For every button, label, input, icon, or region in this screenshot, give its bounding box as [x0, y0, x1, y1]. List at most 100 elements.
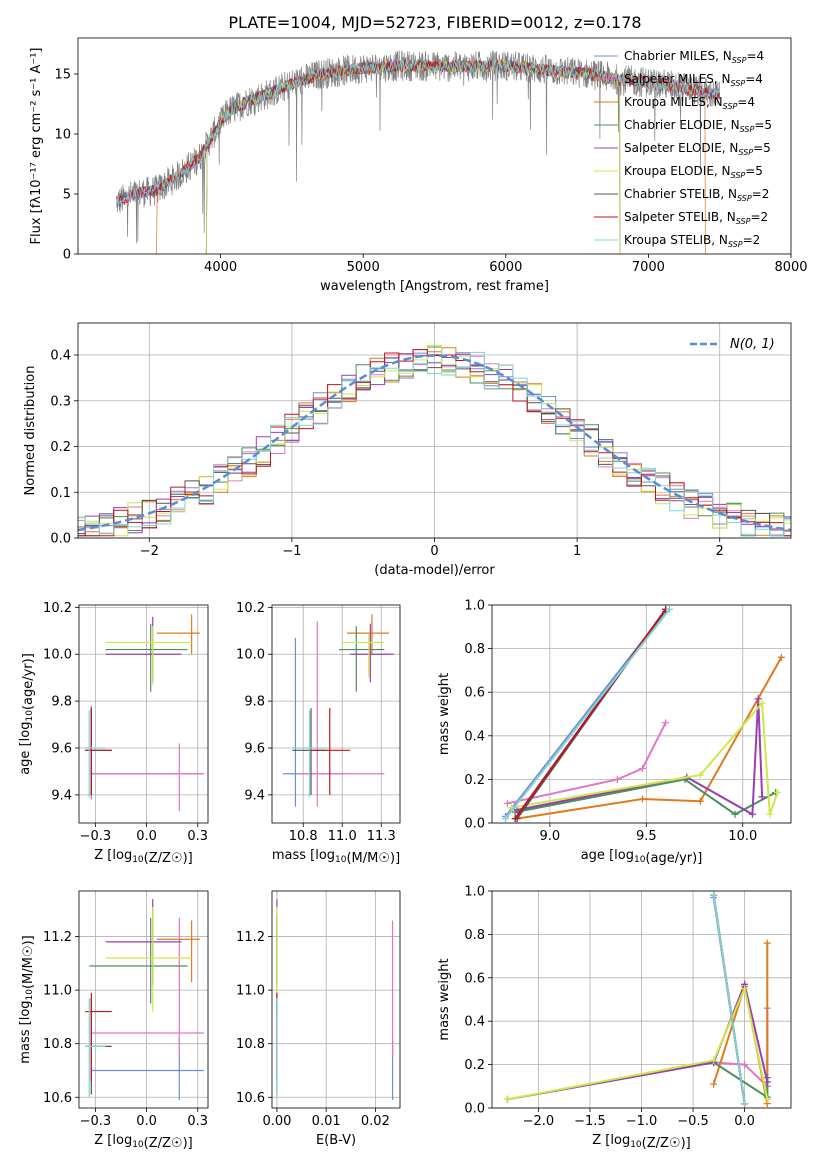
y-tick-label: 0.6 — [464, 686, 485, 701]
axes-frame — [78, 890, 209, 1109]
x-axis-label: Z [log10(Z/Z☉)] — [592, 1133, 690, 1151]
y-tick-label: 0.8 — [464, 642, 485, 657]
weight-point-marker — [511, 815, 519, 823]
y-tick-label: 0.2 — [464, 1058, 485, 1073]
model-spectrum-line — [156, 59, 706, 254]
y-tick-label: 0.4 — [464, 729, 485, 744]
x-axis-label: Z [log10(Z/Z☉)] — [94, 1133, 192, 1151]
y-tick-label: 0.6 — [464, 971, 485, 986]
weight-point-marker — [638, 795, 646, 803]
x-tick-label: 4000 — [204, 260, 237, 275]
x-tick-label: 1 — [573, 544, 581, 559]
y-tick-label: 0.4 — [50, 349, 71, 364]
legend-entry: Kroupa ELODIE, NSSP=5 — [624, 164, 763, 180]
y-tick-label: 10.2 — [43, 601, 72, 616]
weight-series-line — [514, 778, 777, 816]
axes-frame — [77, 322, 792, 539]
y-tick-label: 9.6 — [244, 741, 265, 756]
y-tick-label: 11.2 — [43, 930, 72, 945]
plot-area — [78, 344, 791, 537]
y-axis-label: mass weight — [437, 673, 452, 755]
y-tick-label: 0.1 — [50, 486, 71, 501]
x-tick-label: 9.0 — [540, 829, 561, 844]
y-tick-label: 10.0 — [236, 648, 265, 663]
y-tick-label: 10 — [54, 128, 71, 143]
axes-frame — [77, 37, 792, 255]
x-tick-label: 8000 — [774, 260, 807, 275]
weight-point-marker — [741, 985, 749, 993]
x-tick-label: 0.02 — [361, 1114, 390, 1129]
weight-point-marker — [766, 810, 774, 818]
x-tick-label: −0.3 — [80, 829, 112, 844]
model-spectrum-line — [116, 59, 721, 207]
x-axis-label: (data-model)/error — [374, 563, 495, 578]
plot-area — [503, 891, 771, 1108]
x-tick-label: −0.3 — [80, 1114, 112, 1129]
plot-area — [85, 614, 204, 812]
axes-frame — [78, 604, 209, 824]
x-axis-label: Z [log10(Z/Z☉)] — [94, 848, 192, 866]
plot-area — [85, 899, 204, 1100]
x-tick-label: 9.5 — [636, 829, 657, 844]
weight-point-marker — [763, 939, 771, 947]
x-tick-label: 11.0 — [328, 829, 357, 844]
weight-point-marker — [696, 797, 704, 805]
weight-point-marker — [710, 891, 718, 899]
y-tick-label: 15 — [54, 68, 71, 83]
x-tick-label: −1 — [282, 544, 301, 559]
x-tick-label: −0.5 — [677, 1114, 709, 1129]
panel-mass-vs-EBV: 0.00 0.01 0.02 10.6 10.8 11.0 11.2 E(B-V) — [236, 890, 401, 1148]
x-axis-label: age [log10(age/yr)] — [581, 848, 703, 866]
y-axis-label: mass [log10(M/M☉)] — [18, 935, 36, 1063]
y-tick-label: 10.0 — [43, 648, 72, 663]
weight-point-marker — [710, 1056, 718, 1064]
weight-series-line — [514, 608, 667, 820]
weight-point-marker — [503, 799, 511, 807]
y-tick-label: 1.0 — [464, 599, 485, 614]
weight-series-line — [712, 895, 746, 1104]
y-tick-label: 5 — [63, 188, 71, 203]
x-tick-label: 0.01 — [312, 1114, 341, 1129]
x-tick-label: 0.00 — [262, 1114, 291, 1129]
axes-frame — [271, 604, 401, 824]
weight-point-marker — [754, 695, 762, 703]
weight-point-marker — [777, 653, 785, 661]
panel-age-vs-mass: 10.8 11.0 11.3 9.4 9.6 9.8 10.0 10.2 mass [log10… — [236, 601, 401, 866]
axes-frame — [491, 604, 792, 824]
panel-age-vs-Z: −0.3 0.0 0.3 9.4 9.6 9.8 10.0 10.2 Z [log10(Z/Z☉… — [18, 601, 209, 866]
weight-point-marker — [503, 1095, 511, 1103]
legend-entry: N(0, 1) — [730, 337, 775, 352]
x-tick-label: −1.0 — [626, 1114, 658, 1129]
y-tick-label: 9.8 — [244, 695, 265, 710]
y-tick-label: 0 — [63, 248, 71, 263]
y-tick-label: 9.4 — [51, 788, 72, 803]
y-tick-label: 0.0 — [50, 532, 71, 547]
x-axis-label: mass [log10(M/M☉)] — [272, 848, 400, 866]
weight-point-marker — [613, 775, 621, 783]
x-tick-label: 0.0 — [136, 829, 157, 844]
x-tick-label: 0.3 — [187, 829, 208, 844]
legend-entry: Chabrier ELODIE, NSSP=5 — [624, 118, 772, 134]
plot-area — [276, 899, 394, 1100]
plot-area — [116, 50, 721, 254]
x-axis-label: wavelength [Angstrom, rest frame] — [320, 279, 549, 294]
normal-curve — [78, 354, 791, 532]
weight-point-marker — [741, 1061, 749, 1069]
y-tick-label: 9.6 — [51, 741, 72, 756]
weight-series-line — [507, 985, 769, 1101]
y-tick-label: 10.2 — [236, 601, 265, 616]
weight-series-line — [507, 722, 667, 805]
figure-title: PLATE=1004, MJD=52723, FIBERID=0012, z=0… — [228, 13, 641, 32]
y-tick-label: 11.2 — [236, 930, 265, 945]
weight-point-marker — [731, 810, 739, 818]
y-axis-label: Normed distribution — [23, 366, 38, 496]
legend-entry: Salpeter MILES, NSSP=4 — [624, 72, 763, 88]
y-tick-label: 0.0 — [464, 817, 485, 832]
x-tick-label: 6000 — [489, 260, 522, 275]
x-tick-label: 11.3 — [367, 829, 396, 844]
panel-weight-vs-Z: −2.0 −1.5 −1.0 −0.5 0.0 0.0 0.2 0.4 0.6 0.8 1.0 Z [… — [437, 885, 792, 1151]
weight-series-line — [507, 1061, 769, 1101]
weight-point-marker — [665, 605, 673, 613]
y-tick-label: 11.0 — [236, 984, 265, 999]
axes-frame — [271, 890, 401, 1109]
